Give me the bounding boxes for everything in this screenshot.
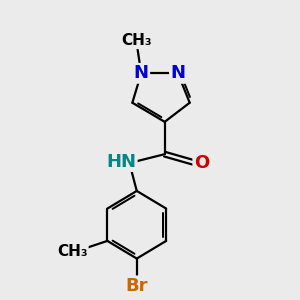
- Text: CH₃: CH₃: [122, 33, 152, 48]
- Text: N: N: [134, 64, 149, 82]
- Text: O: O: [194, 154, 209, 172]
- Text: N: N: [170, 64, 185, 82]
- Text: HN: HN: [106, 152, 136, 170]
- Text: Br: Br: [125, 277, 148, 295]
- Text: CH₃: CH₃: [57, 244, 87, 259]
